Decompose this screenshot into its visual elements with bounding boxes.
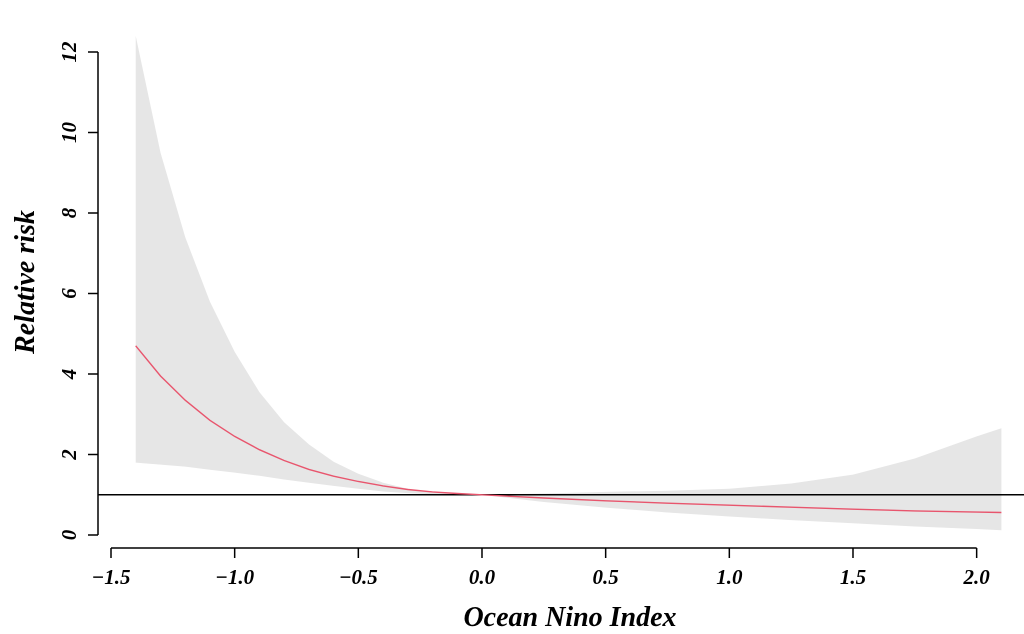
x-tick-label: 1.0 bbox=[716, 565, 743, 589]
y-axis-title: Relative risk bbox=[10, 210, 41, 355]
y-tick-label: 2 bbox=[57, 449, 81, 461]
y-ticks: 0 2 4 6 8 10 12 bbox=[57, 41, 98, 540]
x-tick-label: −1.0 bbox=[215, 565, 254, 589]
axes bbox=[97, 52, 977, 549]
x-tick-label: −0.5 bbox=[339, 565, 378, 589]
x-tick-label: −1.5 bbox=[92, 565, 131, 589]
risk-line-layer bbox=[135, 345, 1002, 514]
confidence-band-layer bbox=[135, 35, 1002, 531]
confidence-band bbox=[135, 35, 1002, 531]
y-tick-label: 6 bbox=[57, 288, 81, 299]
x-tick-label: 0.5 bbox=[593, 565, 619, 589]
y-tick-label: 10 bbox=[57, 122, 81, 144]
y-tick-label: 12 bbox=[57, 41, 81, 63]
y-tick-label: 0 bbox=[57, 529, 81, 540]
y-tick-label: 4 bbox=[57, 369, 81, 381]
x-tick-label: 1.5 bbox=[840, 565, 866, 589]
x-tick-label: 0.0 bbox=[469, 565, 496, 589]
x-ticks: −1.5 −1.0 −0.5 0.0 0.5 1.0 1.5 2.0 bbox=[92, 548, 991, 589]
y-tick-label: 8 bbox=[57, 207, 81, 218]
x-tick-label: 2.0 bbox=[963, 565, 991, 589]
relative-risk-line bbox=[135, 345, 1002, 514]
x-axis-title: Ocean Nino Index bbox=[463, 602, 676, 633]
